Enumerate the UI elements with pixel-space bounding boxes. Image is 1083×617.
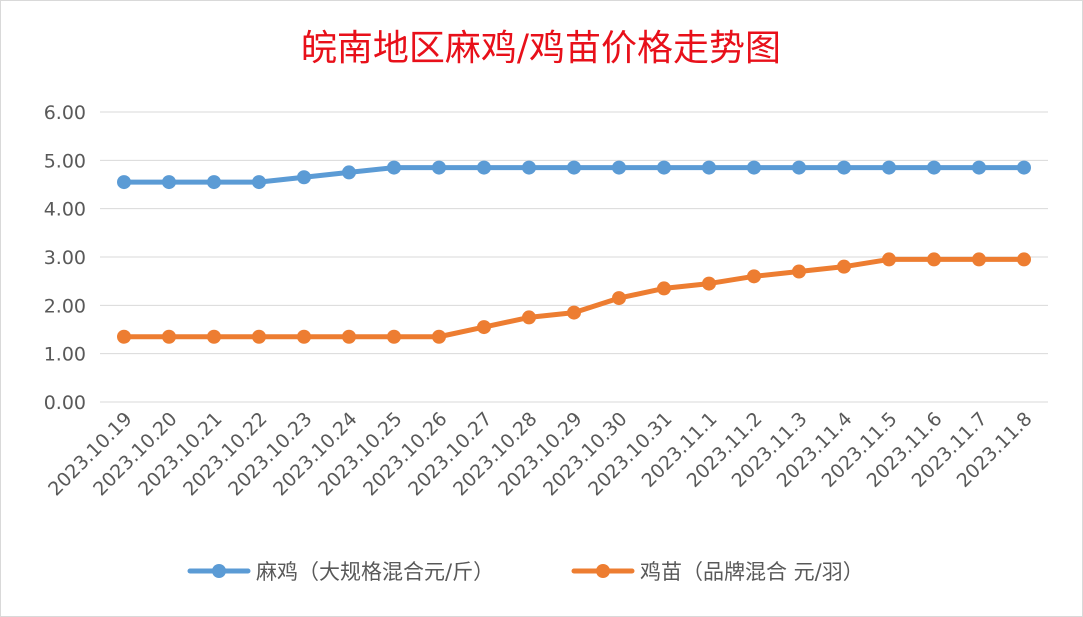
y-axis-ticks: 0.00 1.00 2.00 3.00 4.00 5.00 6.00 xyxy=(44,102,86,414)
data-point xyxy=(477,320,491,335)
data-point xyxy=(1017,160,1031,175)
legend-item: 麻鸡（大规格混合元/斤） xyxy=(187,560,494,584)
data-point xyxy=(882,252,896,267)
data-point xyxy=(657,281,671,296)
chart-title: 皖南地区麻鸡/鸡苗价格走势图 xyxy=(301,28,781,69)
data-point xyxy=(882,160,896,175)
data-point xyxy=(567,160,581,175)
data-point xyxy=(702,276,716,291)
legend-swatch-marker xyxy=(212,564,226,578)
legend: 麻鸡（大规格混合元/斤） 鸡苗（品牌混合 元/羽） xyxy=(187,560,864,584)
y-tick-label: 0.00 xyxy=(44,392,86,414)
data-point xyxy=(342,329,356,344)
data-point xyxy=(387,160,401,175)
data-point xyxy=(342,165,356,180)
y-tick-label: 3.00 xyxy=(44,247,86,269)
data-point xyxy=(567,305,581,320)
data-point xyxy=(837,160,851,175)
data-point xyxy=(297,170,311,185)
legend-item: 鸡苗（品牌混合 元/羽） xyxy=(571,560,864,584)
data-point xyxy=(612,291,626,306)
data-point xyxy=(1017,252,1031,267)
data-point xyxy=(792,160,806,175)
data-point xyxy=(162,329,176,344)
legend-swatch-marker xyxy=(596,564,610,578)
data-point xyxy=(207,329,221,344)
series-1 xyxy=(117,160,1031,190)
legend-label: 鸡苗（品牌混合 元/羽） xyxy=(640,560,864,584)
y-tick-label: 6.00 xyxy=(44,102,86,124)
data-point xyxy=(162,175,176,190)
data-point xyxy=(747,160,761,175)
data-point xyxy=(612,160,626,175)
data-point xyxy=(792,264,806,279)
y-tick-label: 2.00 xyxy=(44,295,86,317)
data-point xyxy=(387,329,401,344)
data-point xyxy=(927,252,941,267)
data-point xyxy=(927,160,941,175)
data-point xyxy=(747,269,761,284)
y-tick-label: 4.00 xyxy=(44,199,86,221)
data-point xyxy=(117,175,131,190)
data-point xyxy=(252,175,266,190)
y-tick-label: 1.00 xyxy=(44,344,86,366)
data-point xyxy=(297,329,311,344)
gridlines xyxy=(100,111,1048,403)
data-point xyxy=(522,160,536,175)
data-point xyxy=(837,259,851,274)
series-layer xyxy=(117,160,1031,344)
data-point xyxy=(477,160,491,175)
series-2 xyxy=(117,252,1031,344)
y-tick-label: 5.00 xyxy=(44,150,86,172)
data-point xyxy=(117,329,131,344)
data-point xyxy=(972,160,986,175)
data-point xyxy=(252,329,266,344)
data-point xyxy=(432,329,446,344)
data-point xyxy=(522,310,536,325)
data-point xyxy=(657,160,671,175)
data-point xyxy=(207,175,221,190)
data-point xyxy=(702,160,716,175)
data-point xyxy=(432,160,446,175)
data-point xyxy=(972,252,986,267)
legend-label: 麻鸡（大规格混合元/斤） xyxy=(256,560,494,584)
